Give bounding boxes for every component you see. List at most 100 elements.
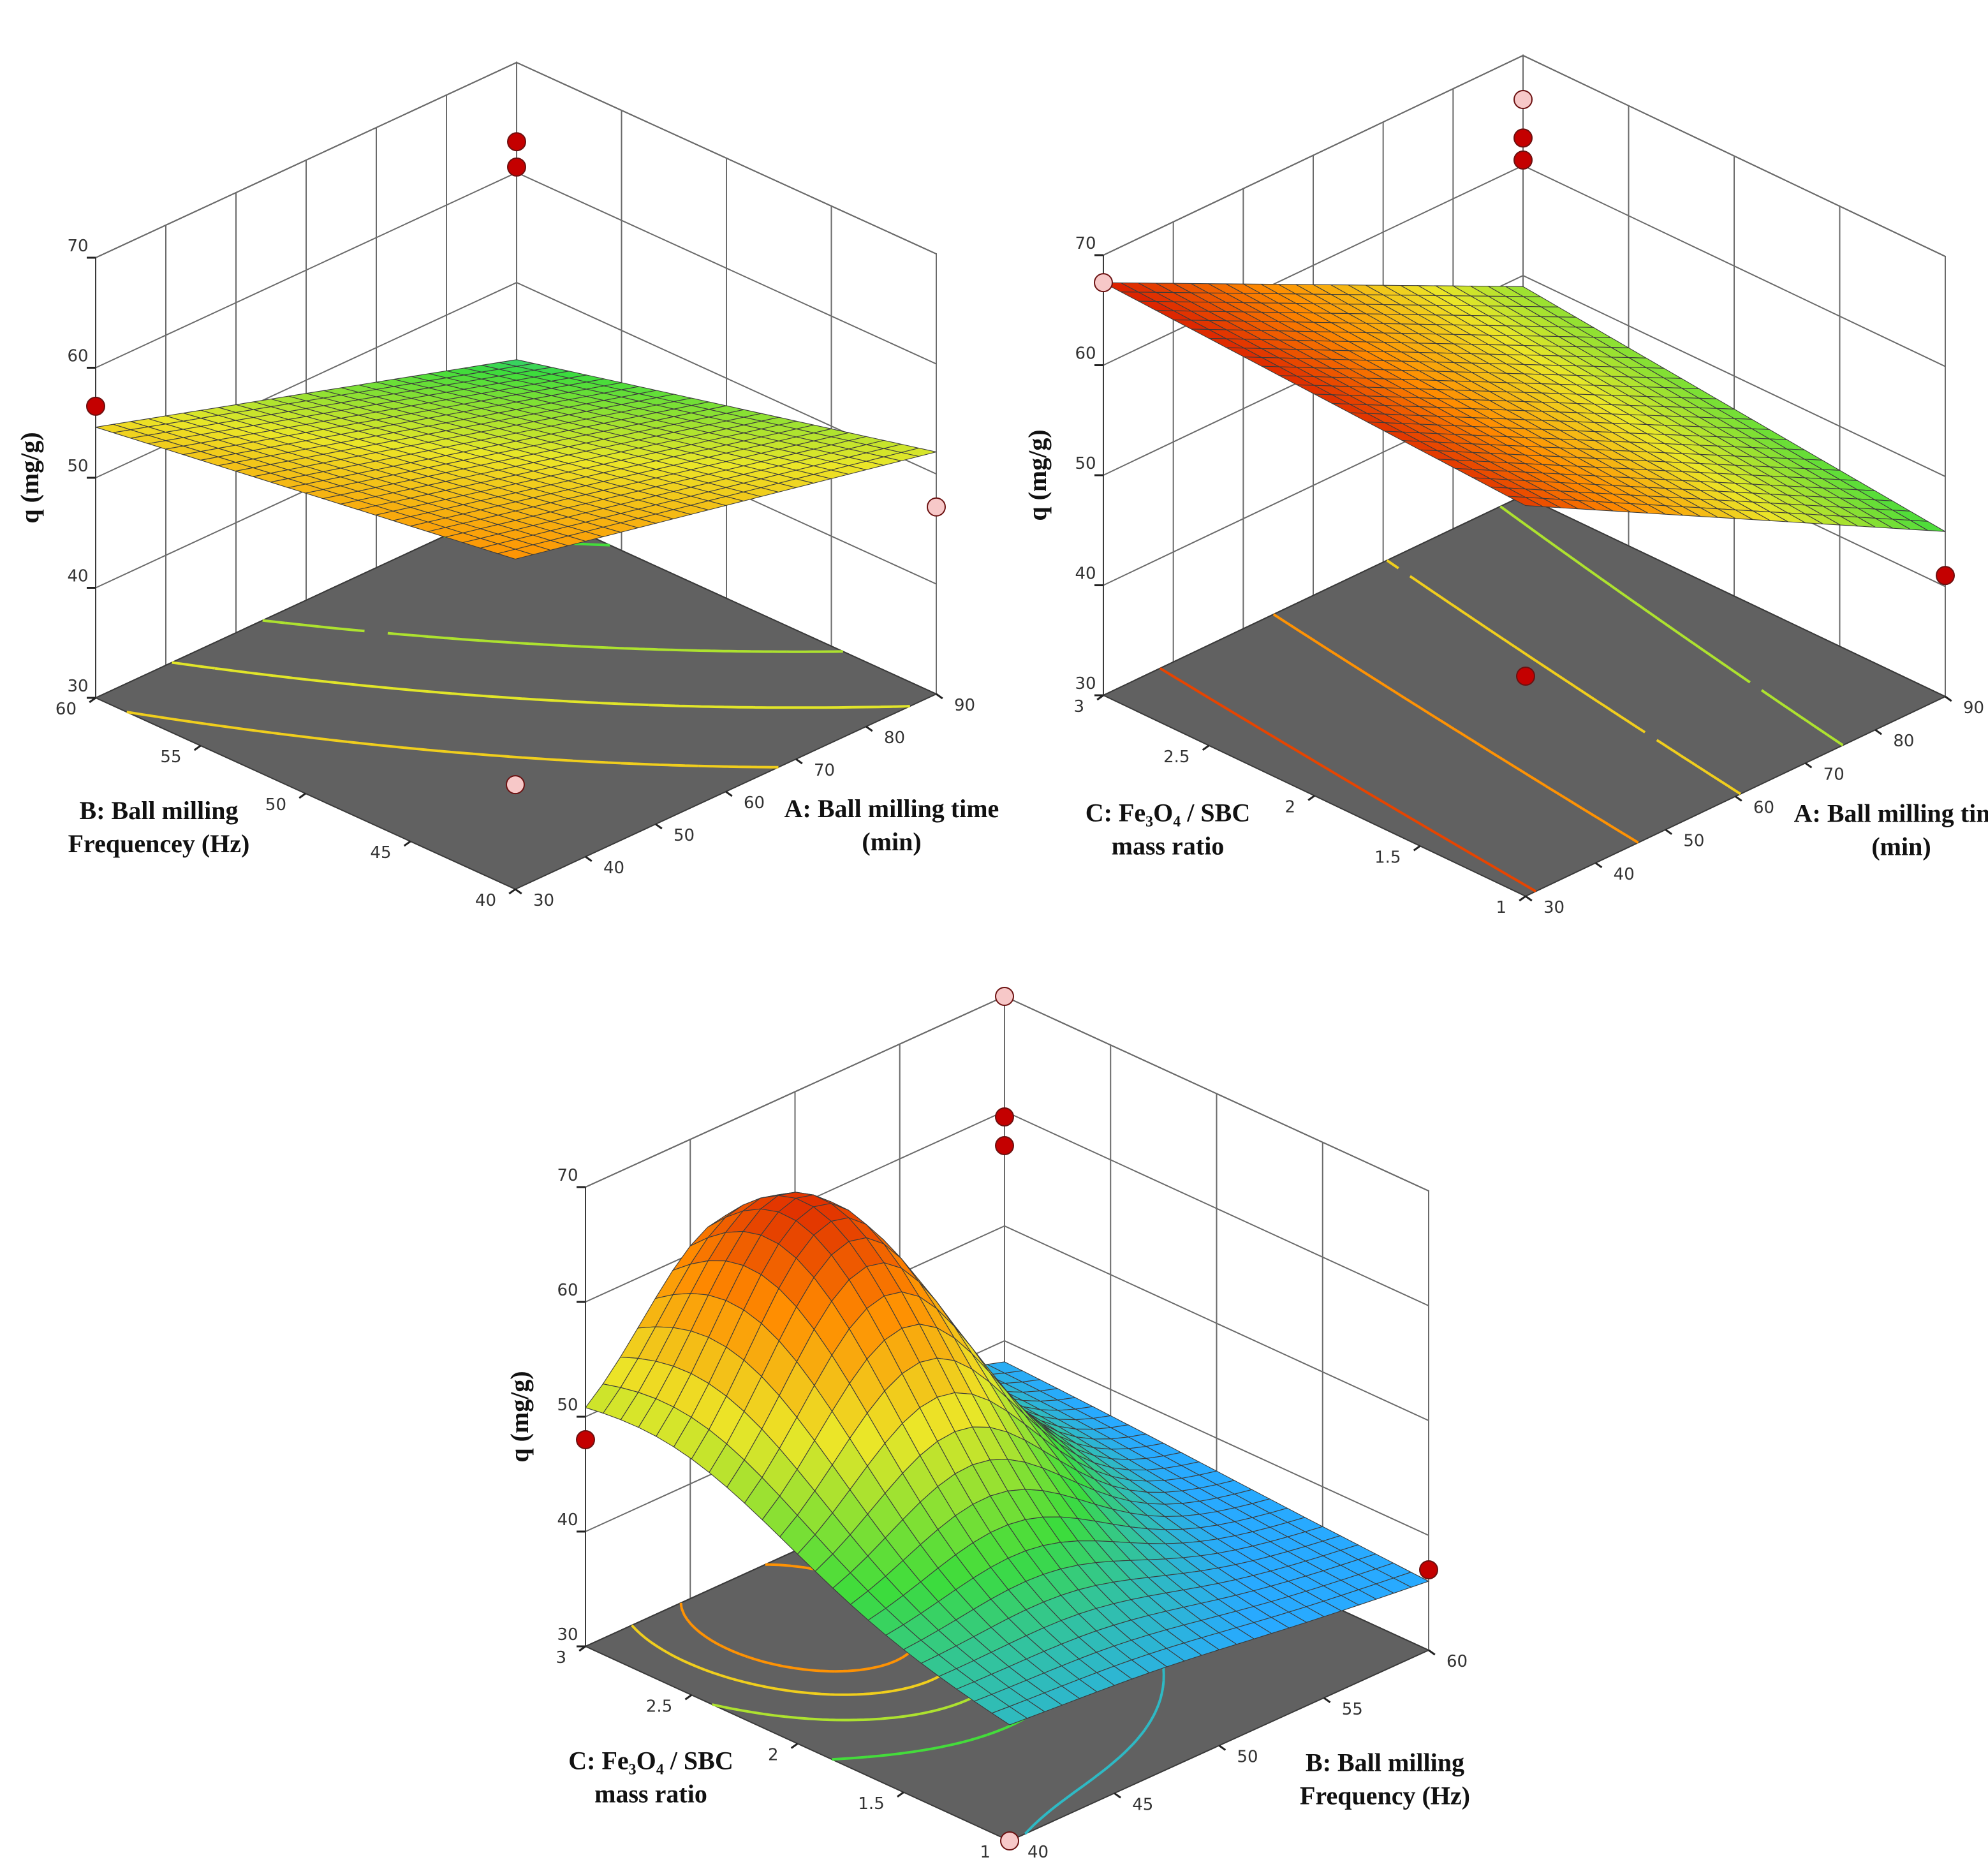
y-tick-label: 1.5	[1374, 848, 1401, 867]
y-tick-label: 3	[556, 1648, 566, 1667]
x-tick-mark	[1114, 1792, 1121, 1799]
design-point	[1513, 150, 1533, 170]
design-point	[995, 1107, 1014, 1126]
design-point	[576, 1430, 595, 1449]
x-tick-label: 30	[1543, 898, 1565, 917]
y-tick-label: 1	[980, 1843, 990, 1862]
y-tick-label: 55	[160, 748, 181, 767]
x-tick-mark	[865, 725, 873, 732]
x-axis-label: Frequency (Hz)	[1300, 1782, 1470, 1810]
y-tick-label: 60	[55, 700, 77, 719]
z-tick-label: 30	[557, 1625, 578, 1644]
surface-cell	[496, 549, 534, 560]
z-tick-label: 60	[557, 1281, 578, 1300]
x-axis-label: B: Ball milling	[1306, 1748, 1464, 1777]
design-point	[927, 497, 946, 517]
y-tick-label: 3	[1073, 697, 1084, 716]
surface-plot-time-vs-frequency: 30 40 50 60 70 80 90 40 45 50 55 60 30 40 50 60 70 q (mg/…	[15, 61, 999, 910]
contour-line	[1499, 505, 1844, 746]
x-tick-mark	[515, 888, 522, 895]
x-tick-label: 50	[1683, 832, 1704, 851]
contour-line	[172, 661, 910, 709]
x-tick-mark	[1525, 895, 1533, 902]
response-surface	[585, 1192, 1430, 1725]
z-tick-label: 60	[67, 347, 88, 366]
y-tick-mark	[790, 1743, 799, 1749]
x-tick-mark	[585, 855, 593, 862]
z-tick-label: 50	[1075, 454, 1096, 473]
x-tick-mark	[1945, 695, 1952, 702]
x-tick-label: 40	[1614, 865, 1635, 884]
y-tick-label: 2.5	[646, 1697, 672, 1716]
y-axis-label: C: Fe₃O₄ / SBC	[1086, 799, 1250, 827]
z-tick-label: 30	[1075, 674, 1096, 693]
z-tick-label: 50	[67, 457, 88, 476]
x-tick-mark	[1594, 862, 1603, 869]
design-point	[1094, 273, 1113, 293]
surface-plot-time-vs-mass-ratio: 30 40 50 60 70 80 90 1 1.5 2 2.5 3 30 40 50 60 70 q (mg/g…	[1023, 54, 1988, 917]
x-tick-label: 40	[603, 859, 624, 878]
surface-plot-frequency-vs-mass-ratio: 40 45 50 55 60 1 1.5 2 2.5 3 30 40 50 60 70 q (mg/g) B: …	[505, 987, 1470, 1862]
surface-cell	[1508, 496, 1543, 507]
y-axis-label: B: Ball milling	[80, 796, 239, 825]
x-tick-mark	[795, 758, 803, 765]
y-axis-label: Frequencey (Hz)	[68, 829, 250, 858]
y-tick-mark	[403, 840, 411, 847]
z-tick-label: 70	[557, 1166, 578, 1185]
x-tick-label: 90	[954, 696, 975, 715]
contour-line	[1272, 613, 1639, 844]
design-point	[507, 157, 526, 177]
y-tick-label: 45	[370, 843, 391, 862]
y-tick-mark	[1202, 744, 1210, 751]
x-tick-label: 70	[814, 761, 835, 780]
design-point	[1000, 1831, 1019, 1850]
design-point	[506, 775, 525, 795]
y-tick-label: 40	[475, 891, 496, 910]
x-tick-label: 45	[1132, 1795, 1153, 1814]
z-tick-label: 30	[67, 677, 88, 696]
response-surface	[95, 359, 937, 560]
x-axis-label: (min)	[1871, 832, 1931, 861]
x-axis-label: (min)	[862, 827, 921, 856]
z-axis-label: q (mg/g)	[15, 432, 44, 523]
z-tick-label: 40	[67, 567, 88, 586]
y-tick-mark	[193, 744, 202, 751]
x-tick-mark	[1218, 1745, 1226, 1751]
design-point	[995, 1136, 1014, 1155]
x-tick-label: 60	[1447, 1652, 1468, 1671]
x-tick-label: 50	[1237, 1748, 1258, 1767]
x-tick-mark	[1874, 728, 1883, 735]
design-point	[1419, 1560, 1438, 1579]
x-axis-label: A: Ball milling time	[1794, 799, 1988, 828]
x-tick-mark	[1428, 1649, 1436, 1656]
design-point	[1513, 90, 1533, 109]
z-axis-label: q (mg/g)	[505, 1371, 534, 1462]
y-axis-label: mass ratio	[594, 1780, 707, 1808]
y-tick-label: 1.5	[858, 1794, 884, 1813]
contour-line	[1386, 559, 1742, 795]
y-tick-label: 2	[768, 1746, 779, 1765]
surface-cell	[991, 1706, 1028, 1725]
z-tick-label: 70	[1075, 234, 1096, 253]
x-tick-label: 60	[1753, 799, 1774, 818]
x-tick-mark	[1323, 1697, 1331, 1703]
contour-line	[126, 711, 779, 769]
x-tick-label: 90	[1963, 698, 1984, 718]
y-tick-mark	[1307, 795, 1315, 801]
x-tick-label: 80	[1893, 732, 1914, 751]
x-tick-label: 60	[744, 794, 765, 813]
z-axis-label: q (mg/g)	[1023, 429, 1052, 521]
z-tick-label: 50	[557, 1396, 578, 1415]
y-axis-label: C: Fe₃O₄ / SBC	[568, 1747, 733, 1775]
contour-line	[1159, 667, 1537, 893]
wall-gridline-z	[585, 995, 1429, 1192]
x-tick-label: 50	[674, 826, 695, 845]
x-axis-label: A: Ball milling time	[784, 794, 999, 823]
y-tick-label: 1	[1496, 898, 1506, 917]
x-tick-label: 30	[533, 891, 554, 910]
y-axis-label: mass ratio	[1112, 832, 1225, 860]
y-tick-mark	[298, 792, 306, 799]
x-tick-mark	[1735, 795, 1742, 802]
y-tick-mark	[897, 1791, 904, 1798]
